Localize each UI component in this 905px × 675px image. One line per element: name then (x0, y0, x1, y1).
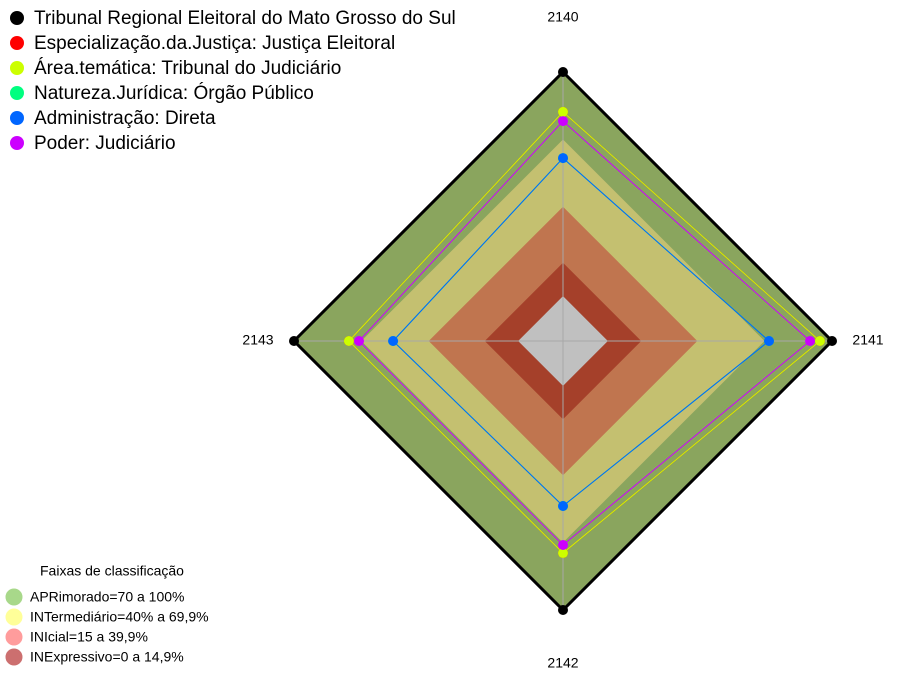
legend-label: Natureza.Jurídica: Órgão Público (34, 82, 314, 104)
series-point (289, 336, 299, 346)
legend-marker (10, 11, 24, 25)
series-point (343, 336, 354, 346)
series-point (558, 153, 568, 164)
legend-label: Especialização.da.Justiça: Justiça Eleit… (34, 33, 395, 54)
axis-label: 2142 (547, 655, 578, 671)
legend-marker (10, 136, 24, 150)
legend-marker (10, 86, 24, 100)
band-legend-marker (5, 608, 23, 626)
series-point (814, 336, 825, 346)
band-legend-marker (5, 588, 23, 606)
series-point (558, 500, 568, 511)
series-point (558, 116, 568, 127)
series-point (558, 539, 568, 550)
band-legend-label: INIcial=15 a 39,9% (30, 629, 148, 645)
series-point (764, 336, 775, 346)
band-legend-marker (5, 648, 23, 666)
legend-label: Poder: Judiciário (34, 133, 176, 154)
band-legend-marker (5, 628, 23, 646)
axis-label: 2140 (547, 9, 578, 25)
band-legend-label: INExpressivo=0 a 14,9% (30, 649, 184, 665)
series-point (354, 336, 365, 346)
legend-label: Administração: Direta (34, 108, 216, 129)
series-point (827, 336, 837, 346)
series-point (558, 67, 568, 77)
band-legend-title: Faixas de classificação (40, 563, 184, 579)
axis-label: 2143 (242, 332, 273, 348)
series-point (805, 336, 816, 346)
legend-marker (10, 111, 24, 125)
series-point (558, 548, 568, 559)
series-point (558, 106, 568, 117)
legend-label: Área.temática: Tribunal do Judiciário (34, 58, 341, 79)
axis-label: 2141 (852, 332, 883, 348)
series-point (558, 605, 568, 615)
legend-label: Tribunal Regional Eleitoral do Mato Gros… (34, 8, 456, 29)
legend-marker (10, 36, 24, 50)
band-legend-label: INTermediário=40% a 69,9% (30, 609, 209, 625)
band-legend-label: APRimorado=70 a 100% (30, 589, 185, 605)
legend-marker (10, 61, 24, 75)
series-point (388, 336, 399, 346)
